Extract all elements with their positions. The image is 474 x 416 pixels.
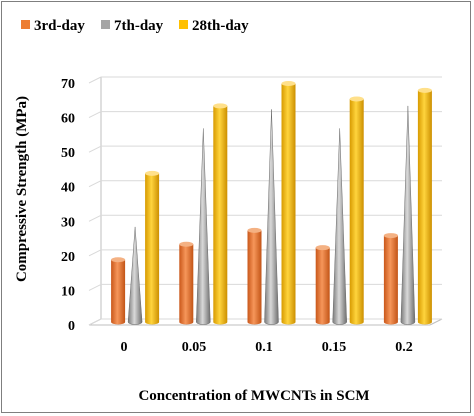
y-tick-label: 10	[61, 284, 75, 299]
y-tick-label: 20	[61, 250, 75, 265]
x-tick-label-1: 0.05	[182, 340, 207, 355]
bar-28th-day-0.15	[349, 99, 364, 325]
y-tick-label: 40	[61, 181, 75, 196]
bar-3rd-day-0.05	[179, 244, 194, 325]
bar-28th-day-0.2-top	[417, 87, 432, 93]
bar-7th-day-0.15	[332, 128, 347, 325]
bar-28th-day-0.05-top	[213, 103, 228, 109]
bar-7th-day-0	[127, 226, 143, 325]
gridline-side	[88, 76, 102, 84]
legend-label-7th-day: 7th-day	[114, 18, 164, 34]
bar-3rd-day-0.2-top	[383, 233, 398, 239]
gridline-side	[88, 111, 102, 119]
bar-3rd-day-0.05-top	[179, 241, 194, 247]
bar-28th-day-0-top	[145, 170, 160, 176]
legend-swatch-7th-day	[101, 20, 110, 29]
legend-swatch-28th-day	[179, 20, 188, 29]
bars	[111, 80, 432, 325]
x-tick-label-2: 0.1	[255, 340, 273, 355]
bar-3rd-day-0	[111, 259, 126, 325]
bar-3rd-day-0.1-top	[247, 227, 262, 233]
y-tick-label: 50	[61, 146, 75, 161]
bar-28th-day-0	[145, 173, 160, 325]
bar-3rd-day-0.15-top	[315, 245, 330, 251]
y-tick-label: 30	[61, 215, 75, 230]
gridline-side	[88, 318, 102, 326]
x-tick-label-3: 0.15	[322, 340, 347, 355]
x-tick-labels: 0 0.05 0.1 0.15 0.2	[121, 340, 413, 355]
y-tick-label: 60	[61, 112, 75, 127]
floor-right-edge	[429, 318, 443, 326]
bar-3rd-day-0.2	[383, 235, 398, 325]
bar-28th-day-0.15-top	[349, 96, 364, 102]
gridline-side	[88, 283, 102, 291]
legend-label-28th-day: 28th-day	[192, 18, 249, 34]
legend-label-3rd-day: 3rd-day	[34, 18, 85, 34]
bar-7th-day-0.2	[400, 105, 416, 325]
bar-28th-day-0.1	[281, 83, 296, 325]
x-tick-label-0: 0	[121, 340, 128, 355]
y-tick-label: 70	[61, 77, 75, 92]
legend: 3rd-day 7th-day 28th-day	[21, 18, 249, 34]
gridline-side	[88, 214, 102, 222]
gridline-side	[88, 180, 102, 188]
gridline-side	[88, 145, 102, 153]
bar-28th-day-0.2	[417, 90, 432, 325]
bar-7th-day-0.1	[264, 109, 279, 325]
gridline-side	[88, 249, 102, 257]
bar-28th-day-0.1-top	[281, 80, 296, 86]
bar-7th-day-0.05	[196, 128, 211, 325]
x-tick-label-4: 0.2	[395, 340, 413, 355]
y-tick-labels: 0 10 20 30 40 50 60 70	[61, 77, 75, 334]
bar-3rd-day-0-top	[111, 257, 126, 263]
bar-3rd-day-0.1	[247, 230, 262, 325]
bar-3rd-day-0.15	[315, 247, 330, 325]
legend-swatch-3rd-day	[21, 20, 30, 29]
bar-28th-day-0.05	[213, 105, 228, 325]
x-axis-title: Concentration of MWCNTs in SCM	[138, 388, 369, 404]
y-tick-label: 0	[68, 319, 75, 334]
y-axis-title: Compressive Strength (MPa)	[14, 96, 30, 282]
